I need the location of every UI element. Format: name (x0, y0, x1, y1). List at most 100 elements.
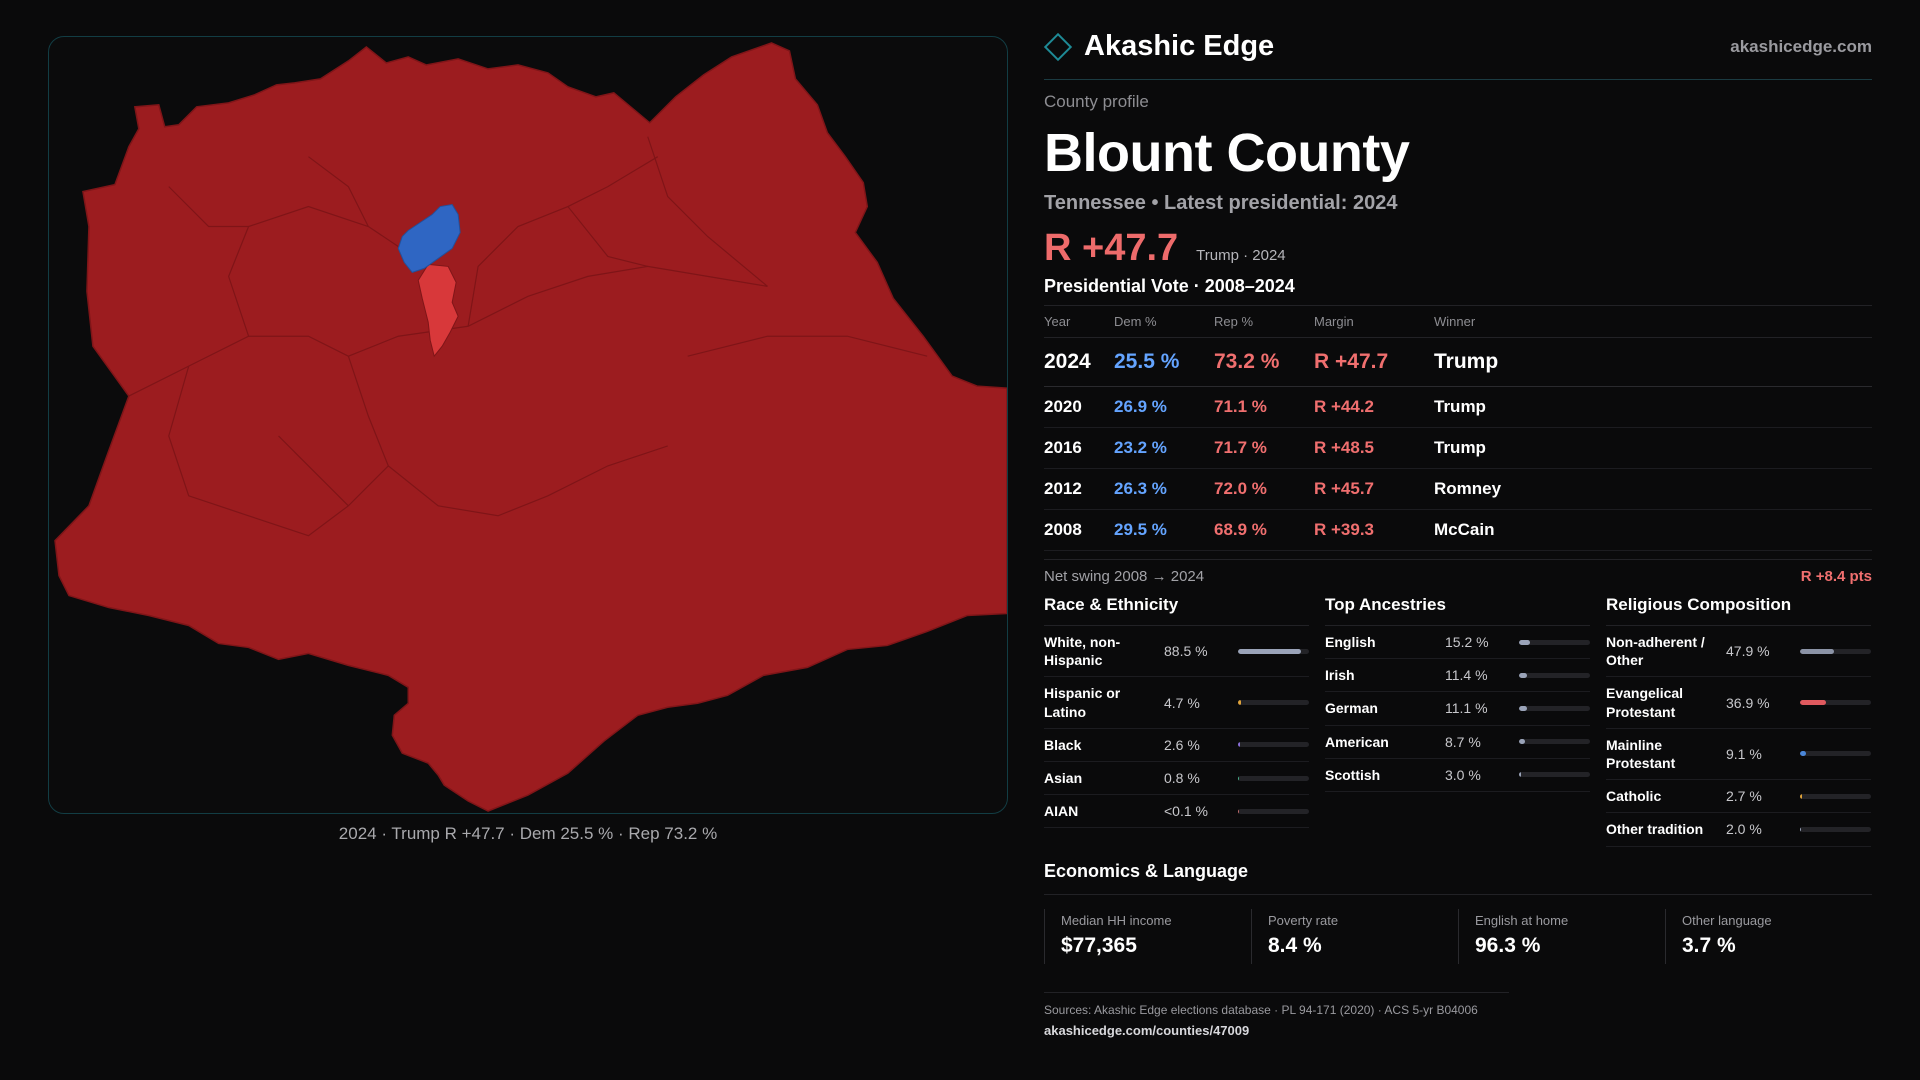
county-subtitle: Tennessee • Latest presidential: 2024 (1044, 192, 1398, 214)
demo-bar-fill (1519, 705, 1527, 711)
stat-label: Other language (1682, 912, 1772, 928)
vote-winner: McCain (1434, 509, 1872, 551)
col-year: Year (1044, 306, 1114, 338)
map-caption: 2024 · Trump R +47.7 · Dem 25.5 % · Rep … (338, 824, 718, 843)
demo-label: Non-adherent / Other (1606, 634, 1705, 669)
demo-label: English (1325, 634, 1376, 650)
demo-label: Asian (1044, 769, 1083, 786)
demo-bar-fill (1800, 793, 1802, 799)
demo-bar (1800, 648, 1871, 654)
brand-header: Akashic Edge akashicedge.com (1043, 28, 1872, 80)
vote-year: 2024 (1044, 337, 1114, 387)
vote-year: 2020 (1044, 386, 1114, 428)
race-row: Asian 0.8 % (1044, 762, 1309, 796)
demo-bar (1800, 700, 1871, 706)
precinct-dem[interactable] (397, 204, 461, 273)
demo-value: 3.0 % (1445, 766, 1481, 783)
county-map[interactable] (48, 36, 1008, 814)
vote-rep: 71.1 % (1214, 386, 1314, 428)
vote-dem: 23.2 % (1114, 427, 1214, 469)
vote-table-header: Year Dem % Rep % Margin Winner (1044, 306, 1872, 338)
vote-year: 2016 (1044, 427, 1114, 469)
demo-bar (1519, 705, 1590, 711)
economics-title: Economics & Language (1044, 861, 1872, 895)
demo-bar (1519, 772, 1590, 778)
headline-result: R +47.7 Trump · 2024 (1044, 227, 1872, 270)
precinct-rep-light[interactable] (417, 263, 459, 358)
vote-dem: 26.9 % (1114, 386, 1214, 428)
demo-bar (1519, 639, 1590, 645)
county-map-svg (54, 42, 1007, 812)
net-swing-value: R +8.4 pts (1800, 568, 1872, 585)
religion-panel: Religious Composition Non-adherent / Oth… (1606, 595, 1871, 847)
vote-margin: R +44.2 (1314, 386, 1434, 428)
vote-margin: R +47.7 (1314, 337, 1434, 387)
col-rep: Rep % (1214, 306, 1314, 338)
vote-dem: 25.5 % (1114, 337, 1214, 387)
demo-bar (1238, 808, 1309, 814)
demo-label: AIAN (1044, 803, 1079, 820)
stat-english-at-home: English at home 96.3 % (1458, 908, 1665, 964)
headline-margin: R +47.7 (1044, 227, 1179, 269)
race-row: White, non-Hispanic 88.5 % (1044, 626, 1309, 678)
brand[interactable]: Akashic Edge (1043, 30, 1275, 63)
stat-median-income: Median HH income $77,365 (1044, 908, 1251, 964)
county-precincts-rep[interactable] (54, 42, 1007, 812)
demo-bar-fill (1800, 751, 1807, 757)
ancestry-row: English 15.2 % (1325, 626, 1590, 660)
demo-value: 0.8 % (1164, 770, 1200, 787)
net-swing: Net swing 2008 → 2024 R +8.4 pts (1044, 559, 1872, 585)
county-permalink[interactable]: akashicedge.com/counties/47009 (1044, 1022, 1250, 1038)
demo-bar (1519, 739, 1590, 745)
demo-value: 47.9 % (1726, 643, 1770, 660)
demo-label: Scottish (1325, 766, 1381, 783)
demo-value: 9.1 % (1726, 745, 1762, 762)
demo-bar (1800, 826, 1871, 832)
brand-url-link[interactable]: akashicedge.com (1730, 36, 1872, 56)
demo-bar (1238, 775, 1309, 781)
religion-row: Evangelical Protestant 36.9 % (1606, 677, 1871, 729)
demo-bar-fill (1238, 808, 1240, 814)
demo-bar (1238, 700, 1309, 706)
sources-footer: Sources: Akashic Edge elections database… (1044, 991, 1509, 1038)
eyebrow-label: County profile (1044, 92, 1149, 111)
demo-bar-fill (1800, 648, 1834, 654)
demo-value: 2.0 % (1726, 821, 1762, 838)
demo-bar-fill (1519, 639, 1530, 645)
brand-name: Akashic Edge (1084, 30, 1275, 62)
vote-winner: Trump (1434, 337, 1872, 387)
religion-row: Catholic 2.7 % (1606, 780, 1871, 814)
religion-row: Other tradition 2.0 % (1606, 813, 1871, 847)
demo-value: 11.1 % (1445, 700, 1488, 717)
ancestry-row: Irish 11.4 % (1325, 659, 1590, 693)
county-title: Blount County (1044, 123, 1410, 183)
col-dem: Dem % (1114, 306, 1214, 338)
vote-row-2012: 2012 26.3 % 72.0 % R +45.7 Romney (1044, 468, 1872, 510)
demo-bar-fill (1800, 826, 1802, 832)
demo-value: 11.4 % (1445, 667, 1488, 684)
vote-row-2008: 2008 29.5 % 68.9 % R +39.3 McCain (1044, 509, 1872, 551)
ancestry-row: Scottish 3.0 % (1325, 759, 1590, 792)
ancestry-title: Top Ancestries (1325, 595, 1590, 626)
demo-value: <0.1 % (1164, 803, 1208, 820)
demo-bar-fill (1238, 700, 1242, 706)
demo-value: 2.6 % (1164, 736, 1200, 753)
race-row: Black 2.6 % (1044, 729, 1309, 762)
demo-bar-fill (1519, 739, 1526, 745)
demo-label: Catholic (1606, 788, 1662, 805)
demo-bar-fill (1238, 742, 1240, 748)
demo-label: Other tradition (1606, 821, 1704, 838)
demo-value: 88.5 % (1164, 643, 1208, 660)
demo-bar (1800, 751, 1871, 757)
vote-rep: 73.2 % (1214, 337, 1314, 387)
demographics: Race & Ethnicity White, non-Hispanic 88.5… (1044, 595, 1872, 847)
demo-label: Hispanic or Latino (1044, 685, 1121, 720)
demo-label: German (1325, 700, 1378, 717)
col-winner: Winner (1434, 306, 1872, 338)
demo-label: Irish (1325, 667, 1355, 684)
religion-title: Religious Composition (1606, 595, 1871, 626)
col-margin: Margin (1314, 306, 1434, 338)
vote-dem: 29.5 % (1114, 509, 1214, 551)
vote-margin: R +45.7 (1314, 468, 1434, 510)
vote-rep: 71.7 % (1214, 427, 1314, 469)
